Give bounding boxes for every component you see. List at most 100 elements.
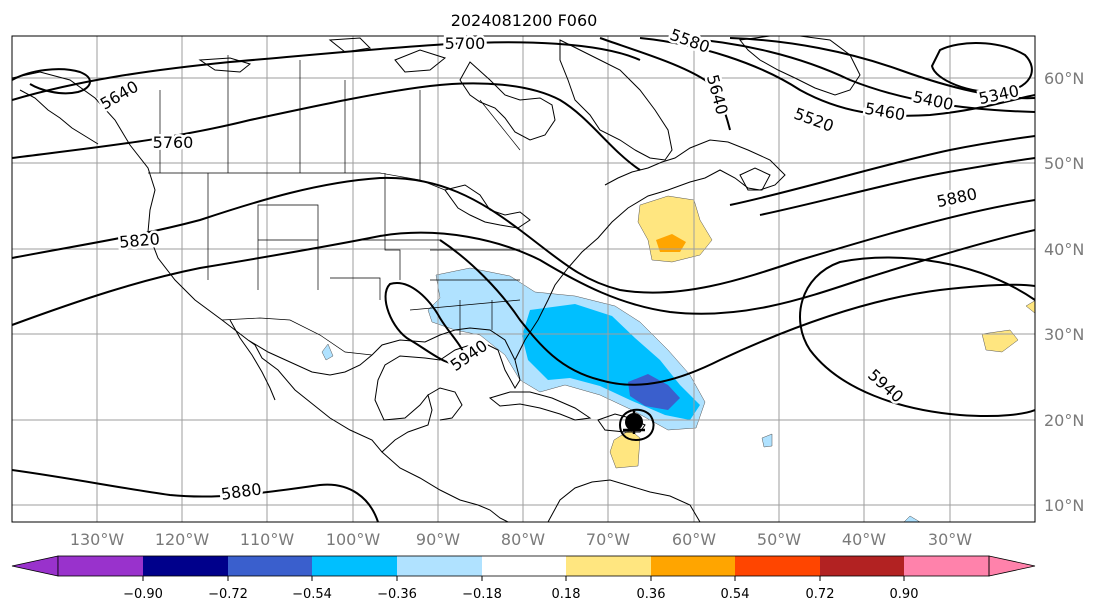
colorbar-segment [58,556,143,576]
colorbar-segment [482,556,566,576]
colorbar-frame [57,555,990,577]
contour-label: 5700 [445,34,486,53]
coast-newfoundland [739,167,771,191]
lon-label: 50°W [757,530,801,549]
lon-label: 60°W [672,530,716,549]
contour-label: 5760 [153,133,194,152]
contour-label: 5820 [118,229,160,251]
colorbar-segment [735,556,820,576]
lon-label: 120°W [155,530,210,549]
shade-positive-orange [656,234,686,252]
lon-label: 110°W [240,530,295,549]
contour-line [618,408,655,442]
colorbar-extend-high [988,555,1036,577]
shade-negative-patch [321,343,334,361]
colorbar-tick-label: 0.54 [721,587,750,602]
lon-label: 80°W [501,530,545,549]
contour-line [12,82,641,171]
lat-label: 40°N [1044,240,1084,259]
coast-east-seaboard [514,139,786,361]
colorbar-segment [820,556,904,576]
colorbar-tick-label: 0.18 [552,587,581,602]
coastlines [12,36,861,522]
shade-positive-light [1025,300,1035,314]
storm-spiral-icon [623,411,645,434]
coast-hispaniola [597,413,646,433]
shade-negative-patch [761,433,773,448]
coast-south-america [547,479,701,522]
colorbar-tick-label: −0.36 [377,587,417,602]
contour-line [679,37,1035,113]
colorbar-tick-label: −0.54 [292,587,332,602]
figure-title: 2024081200 F060 [451,11,598,30]
colorbar-segment [566,556,651,576]
lon-label: 90°W [416,530,460,549]
colorbar-tick-label: −0.18 [462,587,502,602]
colorbar-segment [397,556,482,576]
contour-line [799,256,1035,418]
lat-label: 10°N [1044,496,1084,515]
coast-yucatan [427,387,463,421]
lat-label: 20°N [1044,411,1084,430]
colorbar-extend-low [11,555,59,577]
colorbar-tick-label: 0.90 [890,587,919,602]
lon-label: 30°W [928,530,972,549]
height-contours [12,37,1035,522]
border-canada-provinces [159,55,521,180]
contour-line [12,469,379,522]
lon-label: 40°W [842,530,886,549]
coast-cuba [488,391,592,421]
coast-hudson-bay [459,61,556,141]
contour-line [12,68,91,95]
map-gridlines [12,36,1035,522]
latitude-labels: 60°N 50°N 40°N 30°N 20°N 10°N [1044,69,1084,515]
lon-label: 70°W [586,530,630,549]
border-states [207,173,521,335]
coast-arctic-islands [198,37,447,73]
coast-baja [229,319,276,401]
contour-line [759,157,1035,216]
contour-line [599,37,731,131]
shade-negative-patch [903,515,921,522]
longitude-labels: 130°W 120°W 110°W 100°W 90°W 80°W 70°W 6… [70,530,972,549]
map-panel: 5700 5580 5640 5760 5820 5940 5880 5520 … [11,22,1036,523]
map-frame [11,35,1036,523]
contour-line [930,42,1033,94]
contour-line [384,282,465,365]
contour-line [729,135,1035,206]
colorbar-tick-label: 0.72 [806,587,835,602]
coast-north-america [12,71,521,453]
coast-labrador [559,39,673,161]
shade-positive-light [981,329,1019,353]
contour-line [12,229,1035,326]
colorbar-tick-label: 0.36 [637,587,666,602]
colorbar-segment [904,556,989,576]
colorbar-tick-labels: −0.90 −0.72 −0.54 −0.36 −0.18 0.18 0.36 … [123,587,918,602]
lat-label: 60°N [1044,69,1084,88]
tropical-storm-symbol [623,411,645,434]
coast-great-lakes [444,184,531,229]
lat-label: 50°N [1044,154,1084,173]
colorbar-segment [312,556,397,576]
coast-alaska-islands [19,89,99,145]
border-us-mexico [221,317,373,356]
lon-label: 130°W [70,530,125,549]
shade-negative-dark [628,374,680,410]
colorbar-segment [228,556,312,576]
colorbar: −0.90 −0.72 −0.54 −0.36 −0.18 0.18 0.36 … [11,555,1036,602]
coast-greenland [739,36,861,96]
contour-line [729,37,1035,100]
colorbar-segment [143,556,228,576]
lat-label: 30°N [1044,325,1084,344]
lon-label: 100°W [326,530,381,549]
colorbar-tick-label: −0.90 [123,587,163,602]
contour-line [12,41,641,101]
anomaly-shading [321,195,1035,522]
contour-line [12,176,1035,294]
contour-line [439,239,1035,386]
coast-central-america [381,451,509,522]
colorbar-ticks [142,576,905,581]
contour-line [639,37,1035,117]
colorbar-tick-label: −0.72 [208,587,248,602]
